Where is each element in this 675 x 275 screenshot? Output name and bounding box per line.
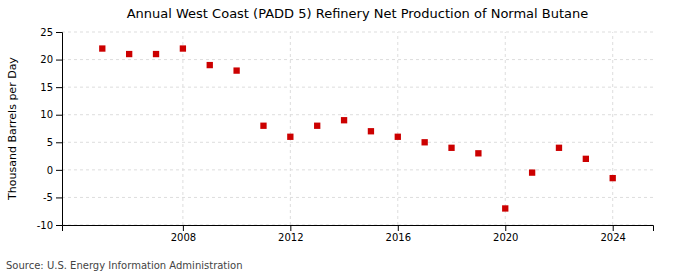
y-tick-mark xyxy=(56,197,62,198)
point xyxy=(207,62,213,68)
x-axis: 2008 2012 2016 2020 2024 xyxy=(63,225,654,243)
point xyxy=(610,175,616,181)
x-tick: 2012 xyxy=(278,225,303,243)
y-axis: -10 -5 0 5 10 15 20 25 xyxy=(37,27,63,231)
title: Annual West Coast (PADD 5) Refinery Net … xyxy=(127,6,589,21)
y-tick: 10 xyxy=(40,109,62,120)
grid-line-x xyxy=(290,32,291,225)
grid xyxy=(62,32,653,225)
point xyxy=(260,123,266,129)
x-tick: 2020 xyxy=(493,225,518,243)
point xyxy=(556,145,562,151)
y-tick-label: 5 xyxy=(47,137,53,148)
point xyxy=(448,145,454,151)
grid-line-y xyxy=(62,87,653,88)
x-tick-mark xyxy=(398,225,399,231)
y-tick: -10 xyxy=(37,220,62,231)
x-tick-label: 2024 xyxy=(600,232,625,243)
grid-line-x xyxy=(612,32,613,225)
y-tick-label: -10 xyxy=(37,220,53,231)
grid-line-x xyxy=(505,32,506,225)
y-tick: 20 xyxy=(40,54,62,65)
chart-svg: 2008 2012 2016 2020 2024 -10 -5 0 5 10 15 20 25 Annua… xyxy=(0,0,675,275)
y-tick-label: 20 xyxy=(40,54,53,65)
y-tick: -5 xyxy=(43,192,62,203)
y-tick-mark xyxy=(56,170,62,171)
y-tick: 25 xyxy=(40,27,62,38)
grid-line-y xyxy=(62,169,653,170)
y-tick-label: 0 xyxy=(47,165,53,176)
y-axis-title: Thousand Barrels per Day xyxy=(6,57,19,201)
x-tick-label: 2008 xyxy=(171,232,196,243)
y-tick: 5 xyxy=(47,137,62,148)
point xyxy=(529,169,535,175)
point xyxy=(502,205,508,211)
point xyxy=(421,139,427,145)
point xyxy=(180,45,186,51)
x-tick-mark xyxy=(613,225,614,231)
x-tick-label: 2020 xyxy=(493,232,518,243)
point xyxy=(341,117,347,123)
y-tick-mark xyxy=(56,225,62,226)
x-tick: 2024 xyxy=(600,225,625,243)
grid-line-y xyxy=(62,32,653,33)
y-tick-mark xyxy=(56,87,62,88)
y-tick-label: 10 xyxy=(40,109,53,120)
grid-line-y xyxy=(62,197,653,198)
y-tick-mark xyxy=(56,60,62,61)
y-axis-line xyxy=(56,33,63,226)
point xyxy=(475,150,481,156)
point xyxy=(99,45,105,51)
grid-line-y xyxy=(62,59,653,60)
point xyxy=(583,156,589,162)
source-note: Source: U.S. Energy Information Administ… xyxy=(6,260,243,271)
y-tick-label: 15 xyxy=(40,82,53,93)
x-tick-label: 2016 xyxy=(386,232,411,243)
y-tick: 15 xyxy=(40,82,62,93)
point xyxy=(395,134,401,140)
point xyxy=(153,51,159,57)
y-tick: 0 xyxy=(47,165,62,176)
point xyxy=(314,123,320,129)
chart-container: 2008 2012 2016 2020 2024 -10 -5 0 5 10 15 20 25 Annua… xyxy=(0,0,675,275)
point xyxy=(287,134,293,140)
grid-line-y xyxy=(62,142,653,143)
x-tick-label: 2012 xyxy=(278,232,303,243)
y-tick-mark xyxy=(56,115,62,116)
grid-line-y xyxy=(62,114,653,115)
y-tick-mark xyxy=(56,32,62,33)
y-tick-label: -5 xyxy=(43,192,53,203)
point xyxy=(368,128,374,134)
y-tick-label: 25 xyxy=(40,27,53,38)
x-tick: 2008 xyxy=(171,225,196,243)
point xyxy=(233,67,239,73)
x-axis-line xyxy=(63,226,654,232)
x-tick: 2016 xyxy=(386,225,411,243)
plot-area xyxy=(99,45,616,211)
x-tick-mark xyxy=(290,225,291,231)
x-tick-mark xyxy=(183,225,184,231)
grid-line-x xyxy=(182,32,183,225)
y-tick-mark xyxy=(56,142,62,143)
point xyxy=(126,51,132,57)
x-tick-mark xyxy=(505,225,506,231)
grid-line-x xyxy=(397,32,398,225)
